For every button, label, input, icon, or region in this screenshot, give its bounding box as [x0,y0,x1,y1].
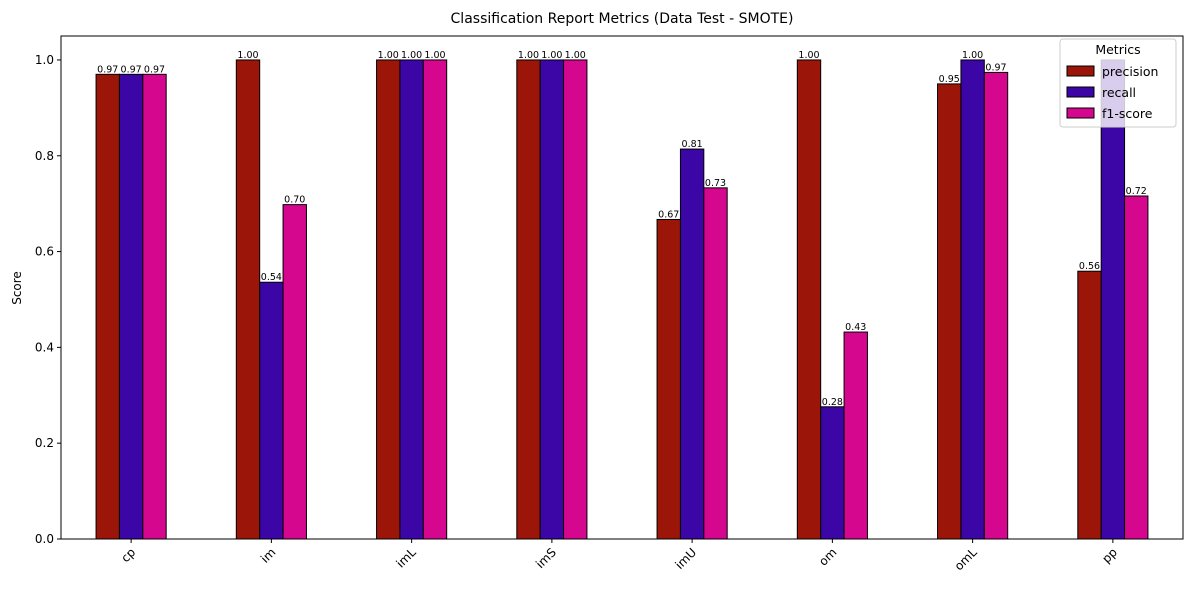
data-label-imU-precision: 0.67 [658,209,679,220]
legend-label-recall: recall [1102,85,1136,100]
bar-im-recall [259,281,284,540]
data-label-pp-f1-score: 0.72 [1126,186,1147,197]
y-axis-label: Score [10,271,24,305]
bar-imU-precision [656,218,681,540]
legend-label-f1-score: f1-score [1102,106,1153,121]
data-label-omL-precision: 0.95 [939,74,960,85]
bar-imS-precision [516,59,541,540]
plot-frame [60,35,1184,540]
legend-box [1059,38,1177,128]
bar-om-precision [796,59,822,540]
bar-imL-f1-score [422,59,448,540]
data-label-im-precision: 1.00 [237,50,258,61]
bar-cp-precision [95,73,120,540]
bar-omL-recall [960,59,985,540]
data-label-imL-precision: 1.00 [378,50,399,61]
y-axis: 0.0 0.2 0.4 0.6 0.8 1.0 [35,53,61,546]
data-label-imU-recall: 0.81 [682,139,703,150]
y-tick-label: 0.0 [35,532,54,546]
bar-imS-f1-score [563,59,588,540]
data-label-imL-recall: 1.00 [401,50,422,61]
x-tick-label-om: om [816,545,839,568]
chart-title: Classification Report Metrics (Data Test… [451,11,794,27]
x-tick-label-imL: imL [393,545,418,570]
data-label-im-f1-score: 0.70 [284,195,305,206]
bar-imL-precision [376,59,401,540]
data-label-imS-precision: 1.00 [518,50,539,61]
data-label-omL-recall: 1.00 [962,50,983,61]
bar-omL-f1-score [983,71,1009,540]
x-tick-label-im: im [258,545,279,566]
data-label-cp-recall: 0.97 [121,64,142,75]
legend-swatch-precision [1066,65,1095,77]
y-tick-label: 0.8 [35,149,54,163]
data-label-imL-f1-score: 1.00 [424,50,445,61]
legend-label-precision: precision [1102,64,1158,79]
bar-pp-recall [1100,59,1126,540]
x-tick-label-omL: omL [952,545,980,573]
data-label-pp-precision: 0.56 [1079,261,1100,272]
legend-title: Metrics [1095,42,1140,57]
x-tick-label-cp: cp [118,545,138,565]
data-label-cp-f1-score: 0.97 [144,64,165,75]
legend-swatch-recall [1066,86,1095,98]
bar-pp-f1-score [1124,195,1149,540]
bar-pp-precision [1077,270,1102,540]
data-label-om-recall: 0.28 [822,397,843,408]
legend: Metrics precision recall f1-score [1059,38,1177,128]
data-label-cp-precision: 0.97 [97,64,118,75]
plot-area [61,36,1183,539]
bar-om-recall [820,406,845,540]
legend-swatch-f1-score [1066,107,1095,119]
bar-cp-f1-score [142,73,167,540]
data-label-om-precision: 1.00 [798,50,819,61]
bar-im-precision [235,59,261,540]
data-label-imS-recall: 1.00 [541,50,562,61]
data-label-imU-f1-score: 0.73 [705,178,726,189]
bar-im-f1-score [282,204,307,540]
data-label-omL-f1-score: 0.97 [985,62,1006,73]
y-tick-label: 0.6 [35,245,54,259]
data-labels-layer: 0.97 0.97 0.971.000.540.701.00 1.00 1.00 1.00… [97,50,1147,408]
data-label-im-recall: 0.54 [261,272,282,283]
x-tick-label-imU: imU [673,545,700,572]
bar-cp-recall [118,73,144,540]
bars-layer [95,59,1149,540]
bar-imU-recall [679,148,705,540]
data-label-imS-f1-score: 1.00 [565,50,586,61]
x-tick-label-pp: pp [1099,545,1120,566]
bar-imU-f1-score [703,187,728,540]
bar-om-f1-score [843,331,868,540]
bar-imS-recall [539,59,565,540]
bar-imL-recall [399,59,424,540]
data-label-om-f1-score: 0.43 [845,322,866,333]
y-tick-label: 0.4 [35,340,54,354]
y-tick-label: 0.2 [35,436,54,450]
x-tick-label-imS: imS [533,545,559,571]
bar-omL-precision [937,83,962,540]
y-tick-label: 1.0 [35,53,54,67]
x-axis: cp im imL imS imU om omL pp [118,539,1120,573]
